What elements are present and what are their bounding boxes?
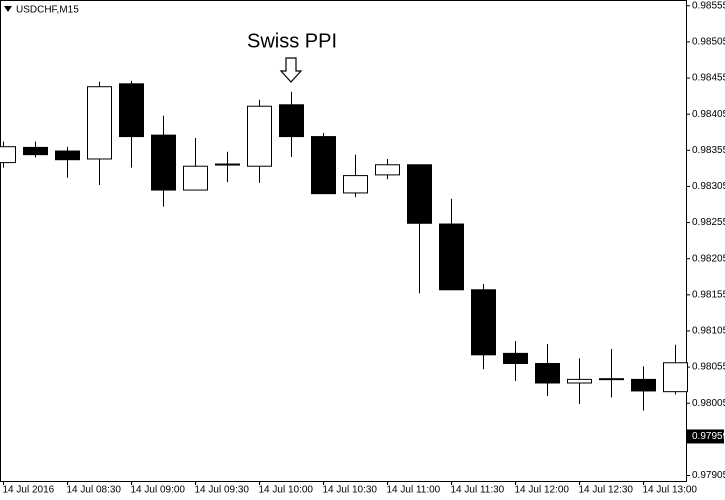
candle-body bbox=[0, 146, 16, 164]
candle-body bbox=[55, 150, 80, 161]
candle-body bbox=[119, 83, 144, 138]
candle-body bbox=[407, 164, 432, 224]
x-tick-label: 14 Jul 09:30 bbox=[195, 485, 250, 496]
chart-title: USDCHF,M15 bbox=[16, 5, 79, 16]
y-tick-label: 0.98505 bbox=[692, 37, 725, 48]
y-tick-label: 0.97905 bbox=[692, 470, 725, 481]
candle-body bbox=[567, 378, 592, 384]
x-tick-label: 14 Jul 10:30 bbox=[323, 485, 378, 496]
candle-body bbox=[439, 223, 464, 291]
symbol-menu-icon[interactable] bbox=[4, 6, 12, 12]
current-price-box bbox=[686, 429, 724, 444]
candle-body bbox=[183, 165, 208, 191]
x-tick-label: 14 Jul 13:00 bbox=[643, 485, 698, 496]
y-tick-label: 0.98305 bbox=[692, 181, 725, 192]
candle-body bbox=[663, 362, 688, 393]
annotation-arrow bbox=[279, 57, 303, 83]
y-tick-label: 0.98155 bbox=[692, 289, 725, 300]
candle-body bbox=[87, 86, 112, 160]
x-tick-label: 14 Jul 12:00 bbox=[515, 485, 570, 496]
y-tick-label: 0.98205 bbox=[692, 253, 725, 264]
candle-body bbox=[631, 378, 656, 392]
y-tick-label: 0.98405 bbox=[692, 109, 725, 120]
candle-body bbox=[247, 105, 272, 167]
x-tick-label: 14 Jul 11:00 bbox=[387, 485, 441, 496]
y-tick-label: 0.98455 bbox=[692, 73, 725, 84]
y-tick-label: 0.98355 bbox=[692, 145, 725, 156]
x-tick-label: 14 Jul 10:00 bbox=[259, 485, 314, 496]
candle-body bbox=[535, 362, 560, 384]
candle-body bbox=[279, 104, 304, 138]
candle-body bbox=[375, 164, 400, 176]
x-tick-label: 14 Jul 09:00 bbox=[131, 485, 186, 496]
x-tick-label: 14 Jul 12:30 bbox=[579, 485, 634, 496]
candle-body bbox=[215, 163, 240, 166]
x-tick-label: 14 Jul 08:30 bbox=[67, 485, 122, 496]
y-tick-label: 0.98055 bbox=[692, 362, 725, 373]
annotation: Swiss PPI bbox=[247, 30, 337, 52]
candle-body bbox=[151, 134, 176, 191]
candle-body bbox=[23, 146, 48, 156]
y-tick-label: 0.98255 bbox=[692, 217, 725, 228]
y-tick-label: 0.98555 bbox=[692, 0, 725, 11]
plot-frame bbox=[0, 0, 687, 482]
current-price-label: 0.97959 bbox=[692, 431, 725, 442]
candle-body bbox=[343, 175, 368, 194]
candle-body bbox=[503, 352, 528, 364]
candle-body bbox=[311, 136, 336, 195]
y-tick-label: 0.98105 bbox=[692, 326, 725, 337]
candle-body bbox=[599, 378, 624, 381]
x-tick-label: 14 Jul 11:30 bbox=[451, 485, 505, 496]
x-tick-label: 14 Jul 2016 bbox=[3, 485, 55, 496]
candle-body bbox=[471, 289, 496, 356]
y-tick-label: 0.98005 bbox=[692, 398, 725, 409]
